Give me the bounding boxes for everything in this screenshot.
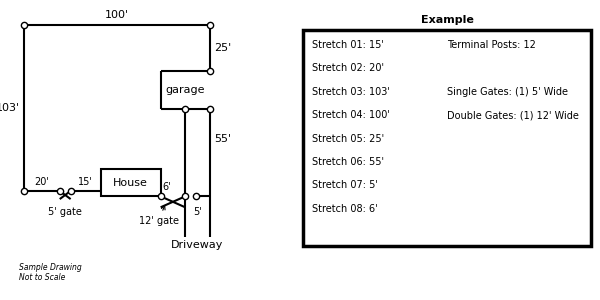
Text: 5': 5' xyxy=(193,207,202,217)
Text: Stretch 07: 5': Stretch 07: 5' xyxy=(313,180,378,190)
Text: 12' gate: 12' gate xyxy=(139,206,179,226)
Bar xyxy=(303,30,591,246)
Text: 5' gate: 5' gate xyxy=(48,207,82,217)
Text: Stretch 08: 6': Stretch 08: 6' xyxy=(313,204,378,214)
Bar xyxy=(101,169,161,196)
Text: 103': 103' xyxy=(0,103,20,113)
Text: 25': 25' xyxy=(214,43,231,53)
Text: Driveway: Driveway xyxy=(171,240,224,250)
Text: Stretch 05: 25': Stretch 05: 25' xyxy=(313,134,385,144)
Text: Example: Example xyxy=(421,15,473,25)
Text: garage: garage xyxy=(166,85,205,95)
Text: Single Gates: (1) 5' Wide: Single Gates: (1) 5' Wide xyxy=(447,87,568,97)
Text: Stretch 01: 15': Stretch 01: 15' xyxy=(313,40,384,50)
Text: 15': 15' xyxy=(78,177,93,187)
Text: Stretch 04: 100': Stretch 04: 100' xyxy=(313,110,390,120)
Text: Stretch 02: 20': Stretch 02: 20' xyxy=(313,63,385,74)
Text: Sample Drawing
Not to Scale: Sample Drawing Not to Scale xyxy=(19,263,82,282)
Text: Double Gates: (1) 12' Wide: Double Gates: (1) 12' Wide xyxy=(447,110,579,120)
Text: 55': 55' xyxy=(214,134,231,144)
Text: Stretch 06: 55': Stretch 06: 55' xyxy=(313,157,385,167)
Text: House: House xyxy=(113,178,148,188)
Text: 100': 100' xyxy=(105,11,129,20)
Text: Stretch 03: 103': Stretch 03: 103' xyxy=(313,87,390,97)
Text: 6': 6' xyxy=(162,182,170,192)
Text: 20': 20' xyxy=(35,177,49,187)
Text: Terminal Posts: 12: Terminal Posts: 12 xyxy=(447,40,536,50)
